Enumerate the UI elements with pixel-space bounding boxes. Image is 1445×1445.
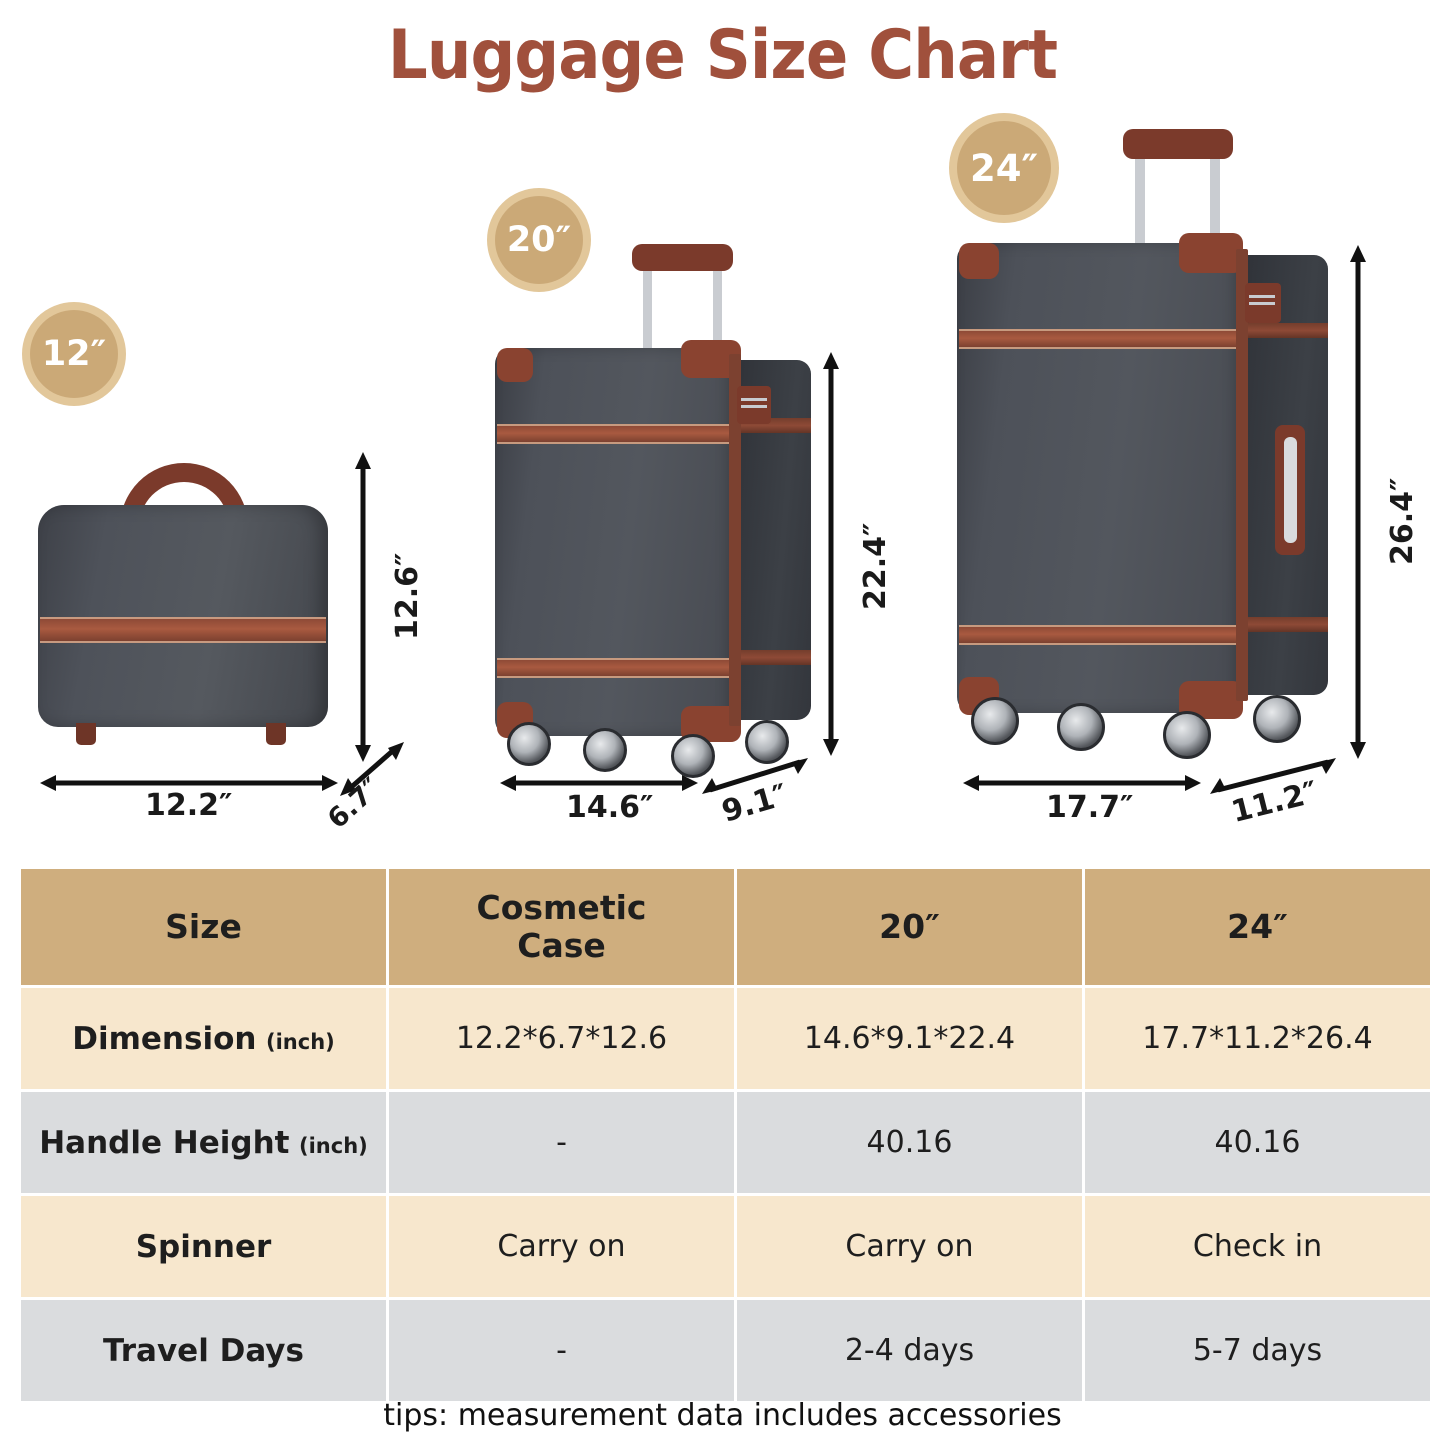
tsa-lock-icon <box>1245 283 1281 323</box>
cell-dimension-24: 17.7*11.2*26.4 <box>1085 988 1430 1089</box>
cell-travel-days-24: 5-7 days <box>1085 1300 1430 1401</box>
height-arrow-12 <box>355 452 371 762</box>
suitcase-side-trim-top <box>1240 323 1328 338</box>
header-cell-24: 24″ <box>1085 869 1430 985</box>
cosmetic-case-image <box>38 445 328 745</box>
height-label-12: 12.6″ <box>390 552 425 640</box>
cell-handle-height-20: 40.16 <box>737 1092 1082 1193</box>
telescoping-rod-right <box>713 266 722 364</box>
cell-spinner-cosmetic: Carry on <box>389 1196 734 1297</box>
corner-cap-top-right <box>1179 233 1243 273</box>
cell-travel-days-20: 2-4 days <box>737 1300 1082 1401</box>
height-label-20: 22.4″ <box>858 522 893 610</box>
corner-cap-top-left <box>959 243 999 279</box>
corner-cap-top-left <box>497 348 533 382</box>
height-arrow-24 <box>1350 245 1366 759</box>
case-foot-left <box>76 723 96 745</box>
telescoping-rod-left <box>1135 153 1145 263</box>
row-label-unit: (inch) <box>266 1029 335 1054</box>
row-label-unit: (inch) <box>299 1133 368 1158</box>
spinner-wheel <box>1057 703 1105 751</box>
header-cosmetic-line1: Cosmetic <box>476 888 647 928</box>
row-label-spinner: Spinner <box>21 1196 386 1297</box>
side-carry-handle <box>1275 425 1305 555</box>
suitcase-20-image <box>495 236 825 781</box>
spinner-wheel <box>1163 711 1211 759</box>
header-cell-cosmetic-case: Cosmetic Case <box>389 869 734 985</box>
tips-note: tips: measurement data includes accessor… <box>383 1398 1062 1433</box>
telescoping-grip <box>632 244 733 271</box>
suitcase-trim-bottom <box>959 625 1240 645</box>
depth-arrow-24 <box>1210 758 1336 794</box>
cell-handle-height-24: 40.16 <box>1085 1092 1430 1193</box>
width-label-12: 12.2″ <box>145 788 233 823</box>
spec-table: Size Cosmetic Case 20″ 24″ Dimension (in… <box>18 866 1433 1404</box>
spinner-wheel <box>507 722 551 766</box>
height-label-24: 26.4″ <box>1385 477 1420 565</box>
table-row-spinner: Spinner Carry on Carry on Check in <box>21 1196 1430 1297</box>
telescoping-grip <box>1123 129 1233 159</box>
suitcase-trim-bottom <box>497 658 733 678</box>
suitcase-trim-top <box>959 329 1240 349</box>
depth-arrow-12 <box>340 742 404 796</box>
table-row-handle-height: Handle Height (inch) - 40.16 40.16 <box>21 1092 1430 1193</box>
depth-arrow-20 <box>702 758 808 794</box>
header-cell-size: Size <box>21 869 386 985</box>
width-arrow-24 <box>963 775 1201 791</box>
width-label-20: 14.6″ <box>566 790 654 825</box>
badge-20: 20″ <box>495 196 583 284</box>
cell-travel-days-cosmetic: - <box>389 1300 734 1401</box>
row-label-text: Handle Height <box>39 1124 290 1161</box>
width-arrow-12 <box>40 775 338 791</box>
suitcase-24-image <box>957 125 1352 780</box>
telescoping-rod-right <box>1210 153 1220 263</box>
suitcase-zipper <box>1236 249 1248 701</box>
width-arrow-20 <box>500 775 698 791</box>
spinner-wheel <box>1253 695 1301 743</box>
telescoping-rod-left <box>643 266 652 364</box>
width-label-24: 17.7″ <box>1046 790 1134 825</box>
tsa-lock-icon <box>737 386 771 424</box>
cell-dimension-20: 14.6*9.1*22.4 <box>737 988 1082 1089</box>
suitcase-trim-top <box>497 424 733 444</box>
cell-dimension-cosmetic: 12.2*6.7*12.6 <box>389 988 734 1089</box>
suitcase-side-trim-bottom <box>733 650 811 665</box>
suitcase-side-trim-bottom <box>1240 617 1328 632</box>
page-title: Luggage Size Chart <box>387 16 1058 95</box>
row-label-dimension: Dimension (inch) <box>21 988 386 1089</box>
table-row-travel-days: Travel Days - 2-4 days 5-7 days <box>21 1300 1430 1401</box>
case-foot-right <box>266 723 286 745</box>
spinner-wheel <box>745 720 789 764</box>
case-body <box>38 505 328 727</box>
cell-spinner-24: Check in <box>1085 1196 1430 1297</box>
case-trim-stripe <box>40 617 326 643</box>
badge-12: 12″ <box>30 310 118 398</box>
row-label-travel-days: Travel Days <box>21 1300 386 1401</box>
cell-handle-height-cosmetic: - <box>389 1092 734 1193</box>
header-cell-20: 20″ <box>737 869 1082 985</box>
header-cosmetic-line2: Case <box>517 926 606 965</box>
spinner-wheel <box>583 728 627 772</box>
cell-spinner-20: Carry on <box>737 1196 1082 1297</box>
row-label-text: Dimension <box>72 1020 257 1057</box>
row-label-text: Travel Days <box>103 1332 304 1369</box>
height-arrow-20 <box>823 352 839 756</box>
row-label-handle-height: Handle Height (inch) <box>21 1092 386 1193</box>
badge-24: 24″ <box>957 121 1051 215</box>
spinner-wheel <box>971 697 1019 745</box>
row-label-text: Spinner <box>135 1228 272 1265</box>
table-header-row: Size Cosmetic Case 20″ 24″ <box>21 869 1430 985</box>
suitcase-zipper <box>729 354 741 726</box>
spinner-wheel <box>671 734 715 778</box>
table-row-dimension: Dimension (inch) 12.2*6.7*12.6 14.6*9.1*… <box>21 988 1430 1089</box>
